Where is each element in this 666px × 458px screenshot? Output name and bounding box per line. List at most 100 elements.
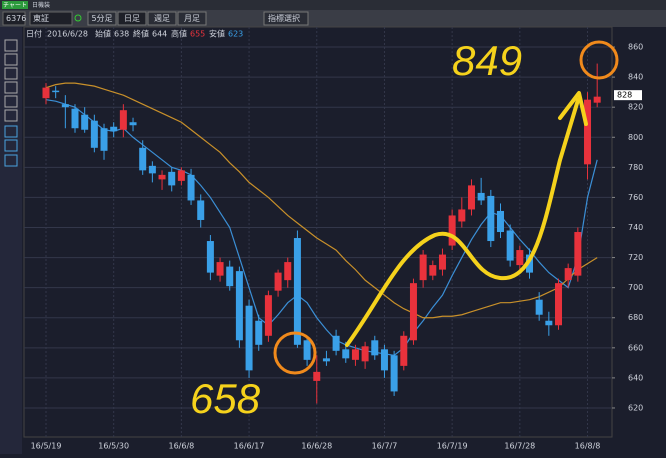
candle-body <box>139 147 147 171</box>
candle-body <box>119 110 127 130</box>
timeframe-button[interactable] <box>117 11 147 26</box>
candle-body <box>409 283 417 341</box>
tool-column <box>0 27 22 454</box>
moving-average <box>45 99 598 356</box>
candle-body <box>90 120 98 148</box>
handwriting: 849 658 <box>190 37 619 422</box>
candle-body <box>303 340 311 360</box>
tab-title: 日機装 <box>32 1 50 9</box>
candle-body <box>255 320 263 345</box>
x-tick-label: 16/5/19 <box>31 442 62 451</box>
candle-body <box>506 230 514 261</box>
candle-body <box>545 320 553 326</box>
tool[interactable] <box>4 154 18 167</box>
info-low-label: 安値 <box>209 29 225 39</box>
info-open: 638 <box>114 30 129 39</box>
x-tick-label: 16/5/30 <box>98 442 129 451</box>
candle-body <box>226 266 234 287</box>
y-tick-label: 760 <box>628 193 643 202</box>
candle-body <box>458 209 466 222</box>
timeframe-button[interactable] <box>147 11 177 26</box>
timeframe-button[interactable] <box>87 11 117 26</box>
x-tick-label: 16/6/17 <box>234 442 265 451</box>
candle-body <box>574 232 582 276</box>
info-date-label: 日付 <box>26 29 42 39</box>
tool[interactable] <box>4 53 18 66</box>
plot-border <box>23 26 613 438</box>
candle-body <box>52 90 60 93</box>
candle-body <box>593 96 601 103</box>
indicator-button[interactable] <box>263 11 309 26</box>
last-price-label: 828 <box>617 91 632 100</box>
market-select[interactable] <box>29 11 73 26</box>
candle-body <box>438 254 446 270</box>
y-tick-label: 740 <box>628 223 643 232</box>
candle-body <box>100 128 108 151</box>
candle-body <box>342 349 350 359</box>
search-icon[interactable] <box>74 14 82 22</box>
candle-body <box>187 174 195 201</box>
tool[interactable] <box>4 95 18 108</box>
title-bar <box>0 0 666 10</box>
candle-body <box>158 174 166 180</box>
candle-body <box>419 254 427 281</box>
y-tick-label: 720 <box>628 253 643 262</box>
tool[interactable] <box>4 125 18 138</box>
code: 6376 <box>6 14 26 23</box>
candle-body <box>467 185 475 210</box>
y-tick-label: 640 <box>628 373 643 382</box>
candle-body <box>555 283 563 326</box>
candle-body <box>293 238 301 345</box>
candle-body <box>361 346 369 362</box>
highlight-circle <box>579 40 619 80</box>
candle-body <box>235 271 243 341</box>
plot: 620 640 660 680 700 720 740 760 780 800 820 840 860 1… <box>23 26 643 451</box>
candle-body <box>284 262 292 281</box>
arrow-head <box>558 91 588 126</box>
candle-body <box>351 349 359 360</box>
y-tick-label: 820 <box>628 103 643 112</box>
tool[interactable] <box>4 81 18 94</box>
tool[interactable] <box>4 39 18 52</box>
candle-body <box>371 340 379 356</box>
candle-body <box>584 99 592 165</box>
candle-body <box>564 268 572 281</box>
candle-body <box>177 170 185 181</box>
tools <box>4 39 18 167</box>
candle-body <box>245 305 253 371</box>
candle-body <box>197 200 205 220</box>
y-tick-label: 840 <box>628 73 643 82</box>
candle-body <box>516 250 524 266</box>
candle-body <box>477 192 485 201</box>
timeframe-label: 5分足 <box>91 14 112 23</box>
timeframe-label: 月足 <box>184 14 200 23</box>
x-tick-label: 16/7/19 <box>437 442 468 451</box>
candle-body <box>322 358 330 362</box>
candle-body <box>332 335 340 351</box>
y-tick-label: 860 <box>628 43 643 52</box>
candle-body <box>496 210 504 233</box>
info-low: 623 <box>228 30 243 39</box>
tool[interactable] <box>4 67 18 80</box>
last-price-box <box>614 90 642 101</box>
candle-body <box>526 254 533 273</box>
info-close-label: 終値 <box>133 29 149 39</box>
window-label: チャート <box>3 2 27 9</box>
moving-average <box>45 82 598 319</box>
x-tick-label: 16/6/28 <box>301 442 332 451</box>
candle-body <box>429 265 437 276</box>
code-box[interactable] <box>2 11 26 26</box>
candle-body <box>274 272 282 291</box>
info-date: 2016/6/28 <box>47 30 88 39</box>
window-badge <box>2 1 28 9</box>
y-tick-label: 620 <box>628 403 643 412</box>
market: 東証 <box>33 13 49 23</box>
tool[interactable] <box>4 139 18 152</box>
candle-body <box>313 371 321 381</box>
x-tick-label: 16/7/7 <box>372 442 398 451</box>
timeframe-button[interactable] <box>177 11 207 26</box>
candle-body <box>380 349 388 371</box>
candle-body <box>448 215 456 246</box>
tool[interactable] <box>4 109 18 122</box>
